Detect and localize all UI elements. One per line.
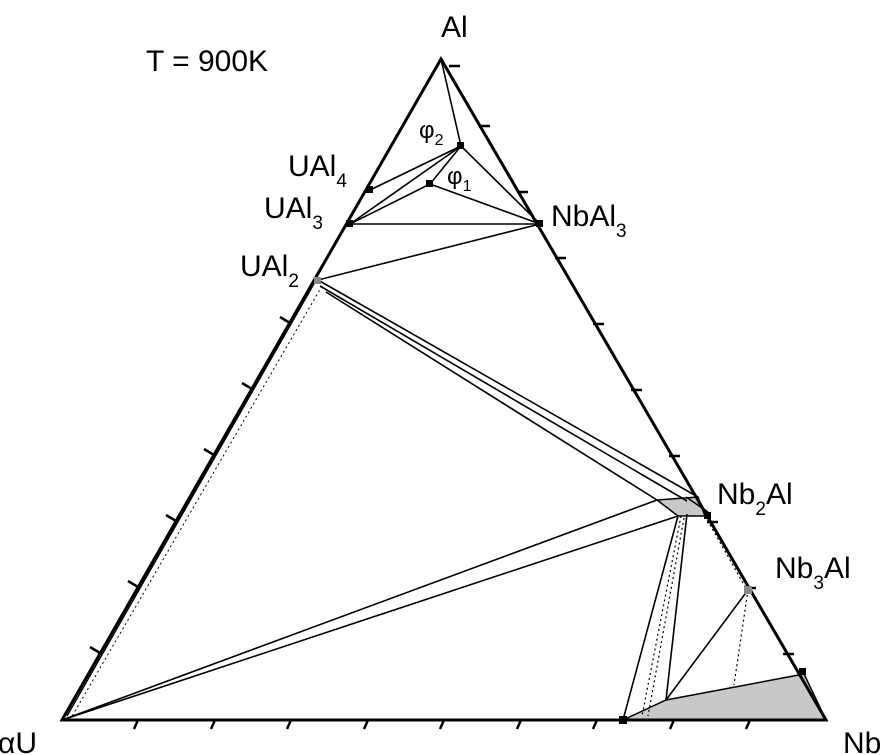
phi2-label: φ2 [419,117,444,149]
temperature-title: T = 900K [146,45,268,78]
nb3al-marker [744,586,752,594]
right-edge-ticks [449,64,794,656]
phi1-label: φ1 [447,163,472,195]
ual4-marker [366,186,373,193]
nbal3-label: NbAl3 [551,200,627,242]
phi2-marker [457,142,464,149]
nb-side-marker [799,668,806,675]
ual2-label: UAl2 [240,250,299,292]
phi1-marker [426,180,433,187]
phase-markers [314,142,806,724]
nb2al-label: Nb2Al [717,478,793,520]
ual3-marker [346,220,353,227]
nbal3-marker [536,220,543,227]
tie-lines [61,58,749,721]
ual3-label: UAl3 [264,192,323,234]
al-vertex-label: Al [441,11,468,44]
nb3al-label: Nb3Al [775,552,851,594]
nb2al-marker [704,512,711,519]
ual2-marker [314,277,321,284]
ual2-solubility-dotted [70,285,323,719]
ual2-solubility-line [66,281,316,717]
nb-rich-shaded-region [622,673,828,721]
left-edge-ticks [89,315,291,655]
alpha-u-vertex-label: αU [0,727,37,755]
bottom-edge-ticks [132,719,752,730]
ual4-label: UAl4 [288,150,347,192]
bottom-marker [619,716,627,724]
nb-vertex-label: Nb [843,727,881,755]
